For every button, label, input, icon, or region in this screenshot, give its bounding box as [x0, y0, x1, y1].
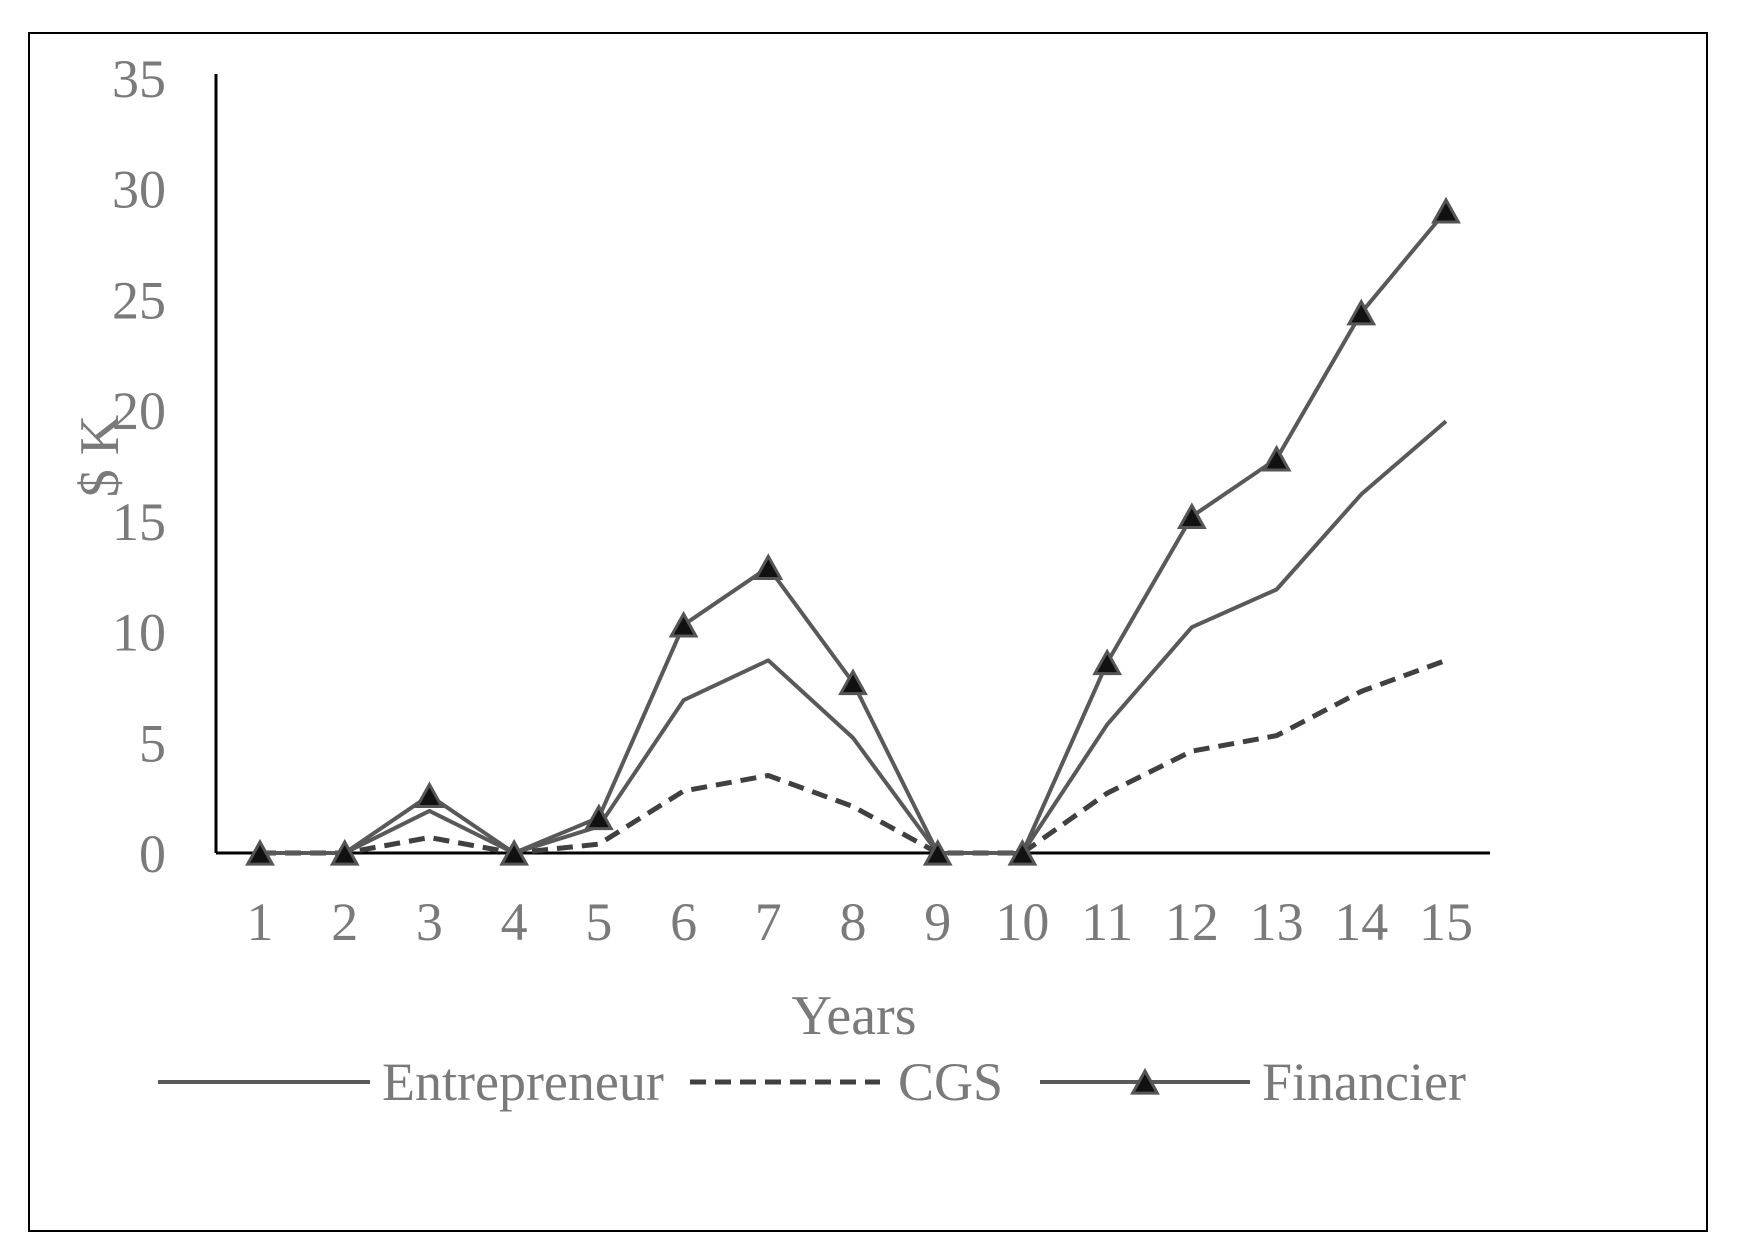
data-point-marker — [838, 668, 868, 696]
legend-label: Entrepreneur — [382, 1052, 664, 1112]
series-line — [260, 209, 1448, 855]
x-tick-label: 14 — [1334, 892, 1388, 952]
series-entrepreneur — [260, 419, 1448, 855]
y-tick-label: 10 — [112, 603, 166, 663]
x-tick-label: 13 — [1250, 892, 1304, 952]
legend-item-financier: Financier — [1040, 1052, 1466, 1112]
data-point-marker — [1176, 502, 1207, 530]
y-axis-label: $ K — [69, 415, 131, 497]
y-tick-label: 20 — [112, 381, 166, 441]
legend: Entrepreneur CGS Financier — [158, 1052, 1466, 1112]
data-point-marker — [583, 803, 614, 831]
x-tick-label: 10 — [995, 892, 1049, 952]
legend-item-cgs: CGS — [690, 1052, 1003, 1112]
data-point-marker — [1007, 838, 1038, 866]
y-tick-label: 0 — [139, 824, 166, 884]
labels-layer: $ K Years — [69, 415, 917, 1047]
data-point-marker — [922, 838, 953, 866]
x-tick-label: 9 — [924, 892, 951, 952]
x-tick-label: 12 — [1165, 892, 1219, 952]
x-axis-label: Years — [792, 985, 917, 1047]
data-point-marker — [329, 838, 360, 866]
series-financier — [245, 196, 1461, 866]
data-point-marker — [1092, 648, 1123, 676]
legend-marker — [1130, 1067, 1160, 1095]
y-tick-label: 35 — [112, 49, 166, 109]
x-tick-label: 8 — [840, 892, 867, 952]
x-tick-label: 2 — [331, 892, 358, 952]
chart-frame: 0 5 10 15 20 25 30 35 1 2 3 4 5 6 7 8 9 10 11 12 13 14 15 $ K … — [28, 32, 1708, 1232]
data-point-marker — [668, 610, 699, 638]
series-cgs — [260, 658, 1447, 856]
data-point-marker — [245, 838, 275, 866]
y-tick-label: 30 — [112, 160, 166, 220]
x-tick-label: 3 — [416, 892, 443, 952]
y-tick-label: 25 — [112, 270, 166, 330]
x-tick-label: 11 — [1081, 892, 1133, 952]
series-layer — [245, 196, 1461, 866]
series-line — [260, 658, 1447, 856]
x-tick-label: 4 — [501, 892, 528, 952]
x-tick-label: 5 — [585, 892, 612, 952]
x-tick-label: 6 — [670, 892, 697, 952]
data-point-marker — [753, 553, 784, 580]
data-point-marker — [499, 838, 530, 866]
legend-item-entrepreneur: Entrepreneur — [158, 1052, 664, 1112]
x-tick-label: 15 — [1419, 892, 1473, 952]
data-point-marker — [414, 781, 445, 809]
data-point-marker — [1261, 444, 1292, 472]
data-point-marker — [1346, 298, 1377, 326]
data-point-marker — [1431, 196, 1461, 224]
legend-label: CGS — [898, 1052, 1003, 1112]
y-tick-label: 15 — [112, 492, 166, 552]
series-line — [260, 419, 1448, 855]
x-tick-label: 7 — [755, 892, 782, 952]
x-tick-label: 1 — [247, 892, 274, 952]
y-tick-label: 5 — [139, 713, 166, 773]
legend-label: Financier — [1262, 1052, 1466, 1112]
